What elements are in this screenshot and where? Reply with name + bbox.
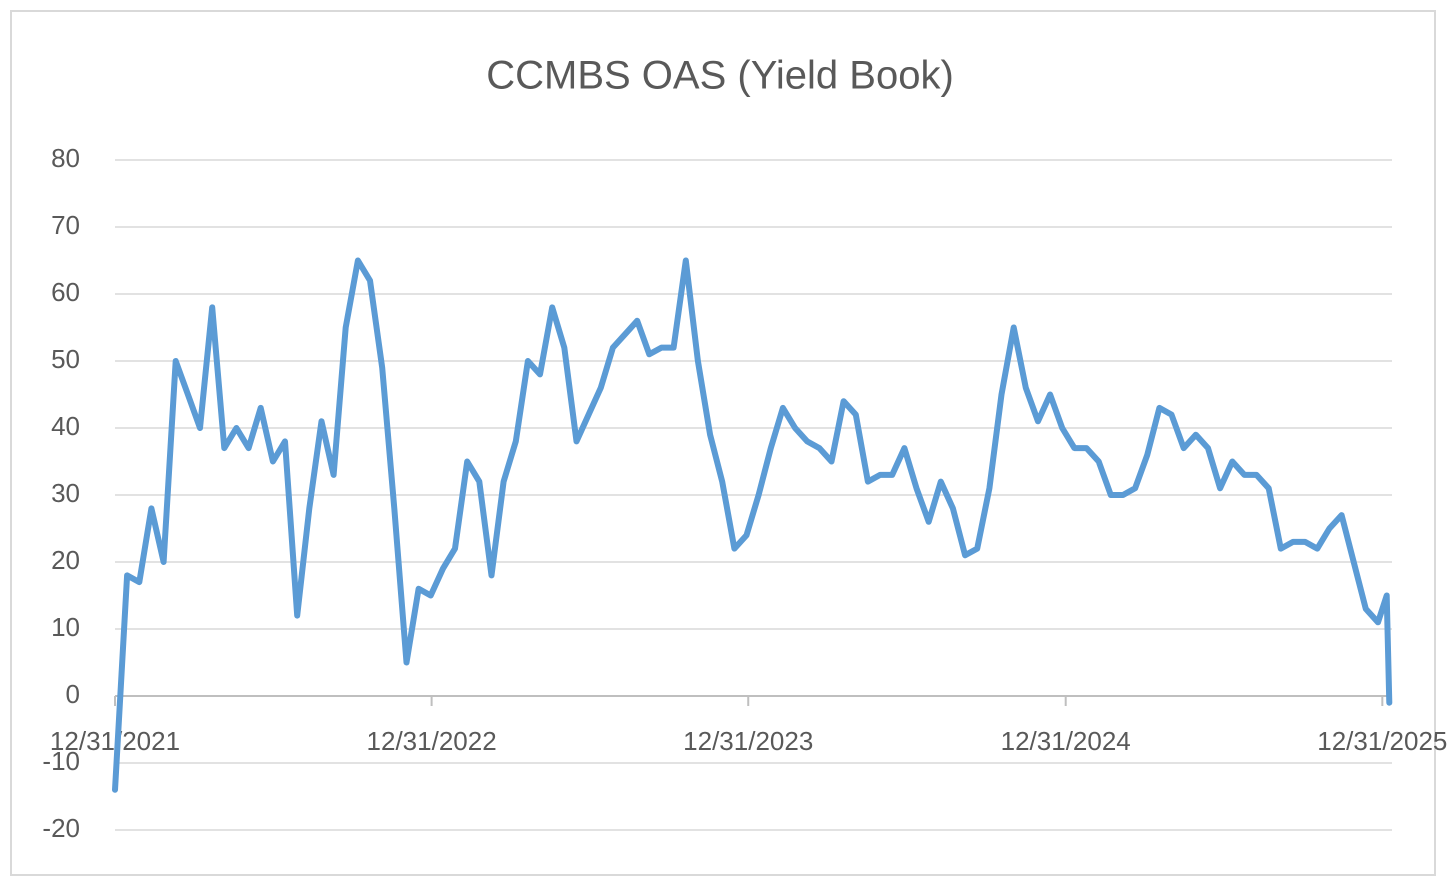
x-tick-label: 12/31/2023 — [683, 726, 813, 756]
x-tick-label: 12/31/2025 — [1317, 726, 1447, 756]
y-tick-label: -10 — [42, 746, 80, 776]
x-tick-label: 12/31/2022 — [367, 726, 497, 756]
y-tick-label: -20 — [42, 813, 80, 843]
data-line — [112, 257, 1393, 793]
y-tick-label: 50 — [51, 344, 80, 374]
y-tick-label: 70 — [51, 210, 80, 240]
y-tick-label: 80 — [51, 143, 80, 173]
x-tick-label: 12/31/2024 — [1001, 726, 1131, 756]
y-tick-label: 20 — [51, 545, 80, 575]
y-tick-label: 10 — [51, 612, 80, 642]
y-tick-label: 30 — [51, 478, 80, 508]
chart-title: CCMBS OAS (Yield Book) — [486, 54, 954, 98]
y-tick-label: 40 — [51, 411, 80, 441]
y-tick-label: 0 — [66, 679, 80, 709]
y-tick-label: 60 — [51, 277, 80, 307]
